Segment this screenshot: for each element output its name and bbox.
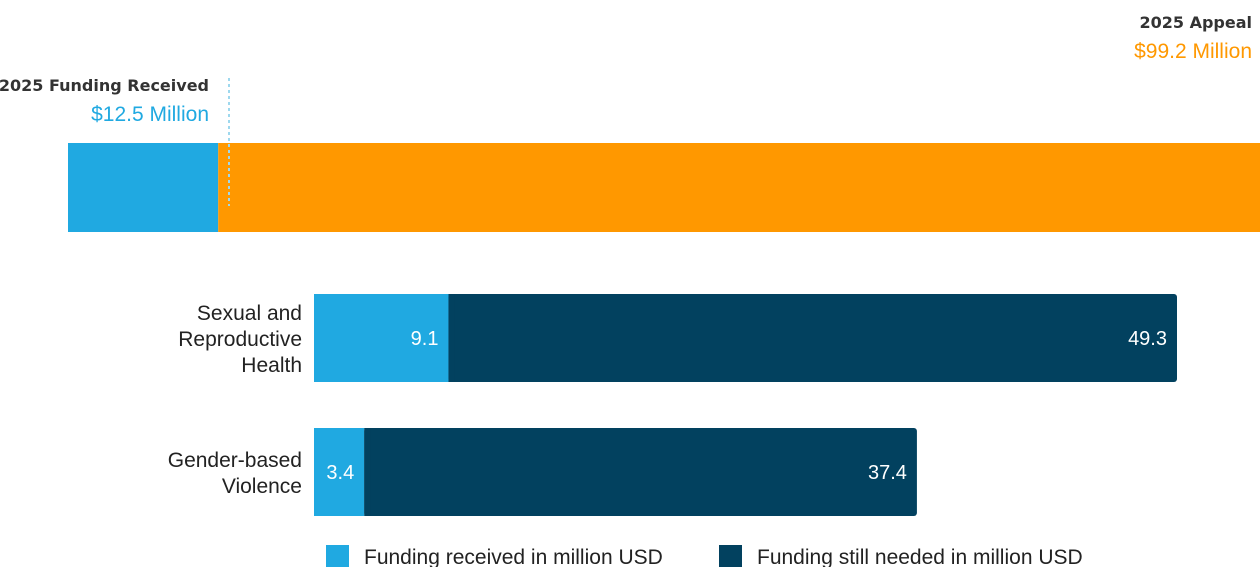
bar-needed-join-srh — [448, 294, 455, 382]
legend-label-needed: Funding still needed in million USD — [757, 546, 1083, 567]
category-bars: 9.1 49.3 Sexual and Reproductive Health 3.4 37… — [168, 294, 1177, 516]
value-label-needed-gbv: 37.4 — [868, 462, 907, 484]
appeal-value: $99.2 Million — [1134, 40, 1252, 63]
legend-label-received: Funding received in million USD — [364, 546, 663, 567]
value-label-received-gbv: 3.4 — [326, 462, 354, 484]
bar-received-gbv — [314, 428, 365, 516]
legend-swatch-needed — [719, 545, 742, 567]
bar-needed-join-gbv — [364, 428, 371, 516]
funding-received-value: $12.5 Million — [91, 103, 209, 126]
legend-swatch-received — [326, 545, 349, 567]
value-label-received-srh: 9.1 — [411, 328, 439, 350]
bar-needed-gbv — [364, 428, 917, 516]
funding-received-title: 2025 Funding Received — [0, 76, 209, 95]
legend: Funding received in million USD Funding … — [326, 545, 1083, 567]
category-label-gbv: Gender-based Violence — [168, 449, 302, 498]
value-label-needed-srh: 49.3 — [1128, 328, 1167, 350]
overall-appeal-bar — [218, 143, 1260, 232]
bar-needed-srh — [448, 294, 1177, 382]
overall-funding-bar — [68, 78, 1260, 232]
bar-received-srh — [314, 294, 449, 382]
category-label-srh: Sexual and Reproductive Health — [178, 302, 302, 377]
appeal-title: 2025 Appeal — [1139, 13, 1252, 32]
overall-received-bar — [68, 143, 219, 232]
